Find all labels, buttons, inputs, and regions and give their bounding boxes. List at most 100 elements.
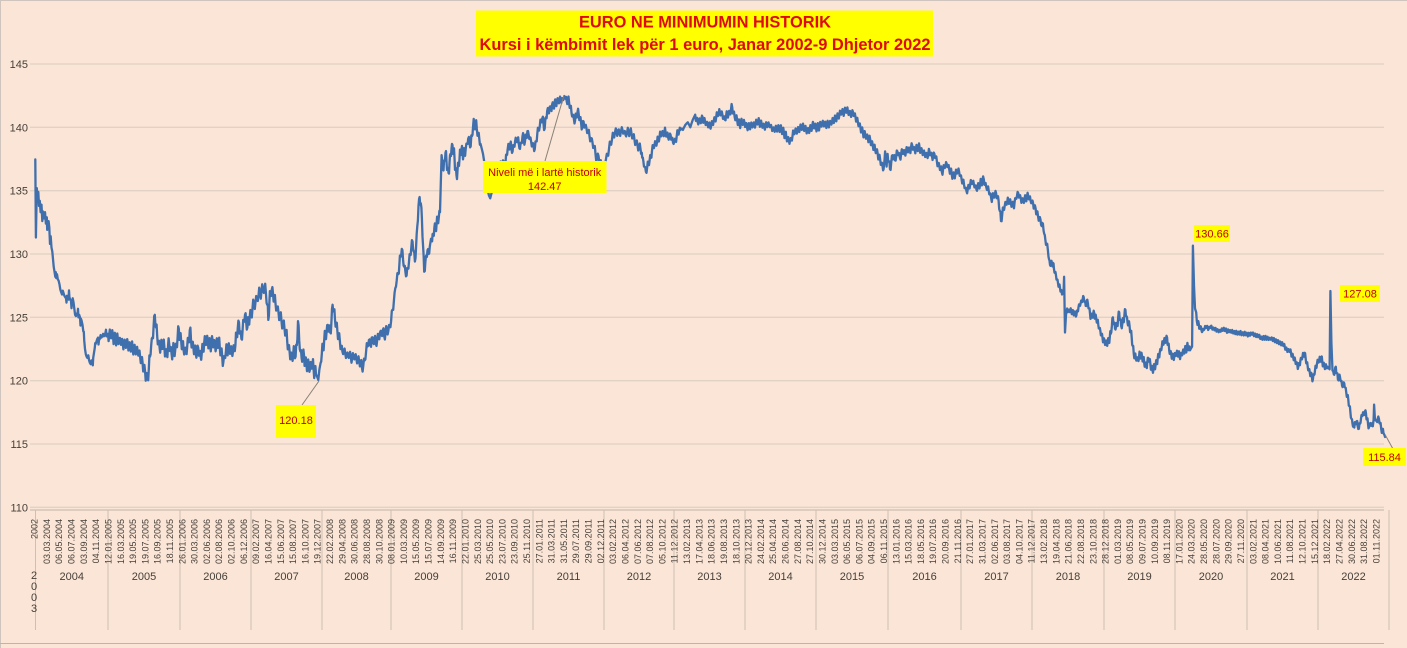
svg-text:02.10.2006: 02.10.2006 bbox=[227, 519, 237, 564]
svg-text:04.11.2004: 04.11.2004 bbox=[91, 519, 101, 563]
svg-text:11.08.2021: 11.08.2021 bbox=[1285, 519, 1295, 563]
svg-text:21.11.2016: 21.11.2016 bbox=[953, 519, 963, 563]
svg-text:16.11.2009: 16.11.2009 bbox=[448, 519, 458, 563]
svg-text:Kursi i këmbimit lek për 1 eur: Kursi i këmbimit lek për 1 euro, Janar 2… bbox=[480, 36, 931, 54]
svg-text:13.01.2016: 13.01.2016 bbox=[891, 519, 901, 564]
svg-text:30.03.2006: 30.03.2006 bbox=[190, 519, 200, 564]
svg-text:10.06.2021: 10.06.2021 bbox=[1273, 519, 1283, 564]
svg-text:06.11.2015: 06.11.2015 bbox=[879, 519, 889, 563]
svg-text:115.84: 115.84 bbox=[1368, 452, 1401, 464]
svg-text:19.08.2013: 19.08.2013 bbox=[719, 519, 729, 564]
svg-text:127.08: 127.08 bbox=[1343, 289, 1377, 301]
svg-text:120.18: 120.18 bbox=[279, 415, 313, 427]
svg-text:27.08.2014: 27.08.2014 bbox=[793, 519, 803, 564]
svg-text:30.10.2008: 30.10.2008 bbox=[374, 519, 384, 564]
svg-text:02.06.2006: 02.06.2006 bbox=[202, 519, 212, 564]
svg-text:06.12.2006: 06.12.2006 bbox=[239, 519, 249, 564]
svg-text:2: 2 bbox=[31, 570, 37, 582]
svg-text:27.11.2020: 27.11.2020 bbox=[1236, 519, 1246, 563]
svg-text:135: 135 bbox=[10, 186, 28, 198]
svg-text:18.02.2022: 18.02.2022 bbox=[1322, 519, 1332, 564]
svg-text:16.09.2005: 16.09.2005 bbox=[153, 519, 163, 564]
svg-text:2009: 2009 bbox=[414, 571, 438, 583]
svg-text:03.09.2004: 03.09.2004 bbox=[79, 519, 89, 564]
svg-text:16.04.2007: 16.04.2007 bbox=[264, 519, 274, 564]
svg-text:24.02.2014: 24.02.2014 bbox=[756, 519, 766, 564]
svg-text:25.11.2010: 25.11.2010 bbox=[522, 519, 532, 563]
svg-text:125: 125 bbox=[10, 312, 28, 324]
svg-text:2007: 2007 bbox=[274, 571, 298, 583]
svg-text:19.05.2005: 19.05.2005 bbox=[128, 519, 138, 564]
svg-text:2017: 2017 bbox=[984, 571, 1008, 583]
svg-text:01.03.2019: 01.03.2019 bbox=[1113, 519, 1123, 564]
svg-text:2012: 2012 bbox=[627, 571, 651, 583]
svg-text:115: 115 bbox=[10, 439, 28, 451]
svg-text:27.01.2017: 27.01.2017 bbox=[965, 519, 975, 564]
svg-text:20.09.2016: 20.09.2016 bbox=[941, 519, 951, 564]
svg-text:03.03.2004: 03.03.2004 bbox=[42, 519, 52, 564]
svg-text:23.07.2010: 23.07.2010 bbox=[497, 519, 507, 564]
svg-text:08.04.2021: 08.04.2021 bbox=[1261, 519, 1271, 564]
svg-text:08.01.2009: 08.01.2009 bbox=[387, 519, 397, 564]
svg-text:07.08.2012: 07.08.2012 bbox=[645, 519, 655, 564]
svg-text:24.03.2020: 24.03.2020 bbox=[1187, 519, 1197, 564]
svg-text:15.12.2021: 15.12.2021 bbox=[1310, 519, 1320, 564]
svg-text:31.08.2022: 31.08.2022 bbox=[1359, 519, 1369, 564]
svg-text:2014: 2014 bbox=[768, 571, 792, 583]
svg-text:110: 110 bbox=[10, 502, 28, 514]
svg-text:31.03.2017: 31.03.2017 bbox=[978, 519, 988, 564]
svg-text:06.04.2012: 06.04.2012 bbox=[621, 519, 631, 564]
svg-text:27.04.2022: 27.04.2022 bbox=[1335, 519, 1345, 564]
svg-text:2011: 2011 bbox=[557, 571, 581, 583]
svg-text:12.10.2021: 12.10.2021 bbox=[1298, 519, 1308, 564]
svg-text:2020: 2020 bbox=[1199, 571, 1223, 583]
svg-text:18.05.2016: 18.05.2016 bbox=[916, 519, 926, 564]
svg-text:10.09.2019: 10.09.2019 bbox=[1150, 519, 1160, 564]
svg-text:0: 0 bbox=[31, 581, 37, 593]
svg-text:29.09.2011: 29.09.2011 bbox=[584, 519, 594, 563]
svg-text:09.07.2019: 09.07.2019 bbox=[1138, 519, 1148, 564]
svg-text:2010: 2010 bbox=[485, 571, 509, 583]
svg-text:11.12.2012: 11.12.2012 bbox=[670, 519, 680, 563]
svg-text:25.03.2010: 25.03.2010 bbox=[473, 519, 483, 564]
svg-text:02.06.2017: 02.06.2017 bbox=[990, 519, 1000, 564]
svg-text:10.03.2009: 10.03.2009 bbox=[399, 519, 409, 564]
svg-text:145: 145 bbox=[10, 59, 28, 71]
svg-text:Niveli më i lartë historik: Niveli më i lartë historik bbox=[488, 167, 602, 179]
svg-text:28.08.2008: 28.08.2008 bbox=[362, 519, 372, 564]
svg-text:03.02.2012: 03.02.2012 bbox=[608, 519, 618, 564]
svg-text:20.12.2013: 20.12.2013 bbox=[744, 519, 754, 564]
svg-text:2005: 2005 bbox=[132, 571, 156, 583]
svg-text:06.05.2004: 06.05.2004 bbox=[54, 519, 64, 564]
svg-text:15.03.2016: 15.03.2016 bbox=[904, 519, 914, 564]
svg-text:25.05.2010: 25.05.2010 bbox=[485, 519, 495, 564]
svg-text:19.07.2016: 19.07.2016 bbox=[928, 519, 938, 564]
svg-text:06.07.2015: 06.07.2015 bbox=[854, 519, 864, 564]
svg-text:04.10.2017: 04.10.2017 bbox=[1014, 519, 1024, 564]
svg-text:30.12.2014: 30.12.2014 bbox=[817, 519, 827, 564]
svg-text:3: 3 bbox=[31, 603, 37, 615]
svg-text:08.11.2019: 08.11.2019 bbox=[1162, 519, 1172, 563]
svg-text:05.10.2012: 05.10.2012 bbox=[657, 519, 667, 564]
svg-text:27.01.2011: 27.01.2011 bbox=[534, 519, 544, 563]
svg-text:03.03.2015: 03.03.2015 bbox=[830, 519, 840, 564]
svg-text:19.12.2007: 19.12.2007 bbox=[313, 519, 323, 564]
svg-text:18.10.2013: 18.10.2013 bbox=[731, 519, 741, 564]
svg-text:22.02.2008: 22.02.2008 bbox=[325, 519, 335, 564]
svg-text:22.08.2018: 22.08.2018 bbox=[1076, 519, 1086, 564]
svg-text:21.06.2018: 21.06.2018 bbox=[1064, 519, 1074, 564]
svg-text:26.06.2014: 26.06.2014 bbox=[781, 519, 791, 564]
svg-text:16.10.2007: 16.10.2007 bbox=[300, 519, 310, 564]
svg-text:2002: 2002 bbox=[30, 519, 40, 539]
svg-text:142.47: 142.47 bbox=[528, 181, 562, 193]
svg-text:19.07.2005: 19.07.2005 bbox=[140, 519, 150, 564]
svg-text:28.12.2018: 28.12.2018 bbox=[1101, 519, 1111, 564]
svg-text:2015: 2015 bbox=[840, 571, 864, 583]
svg-text:2021: 2021 bbox=[1270, 571, 1294, 583]
svg-text:17.01.2020: 17.01.2020 bbox=[1174, 519, 1184, 564]
svg-text:22.01.2010: 22.01.2010 bbox=[461, 519, 471, 564]
svg-text:12.01.2005: 12.01.2005 bbox=[104, 519, 114, 564]
svg-text:31.05.2011: 31.05.2011 bbox=[559, 519, 569, 563]
svg-text:EURO NE MINIMUMIN HISTORIK: EURO NE MINIMUMIN HISTORIK bbox=[579, 14, 831, 32]
svg-text:31.03.2011: 31.03.2011 bbox=[547, 519, 557, 563]
